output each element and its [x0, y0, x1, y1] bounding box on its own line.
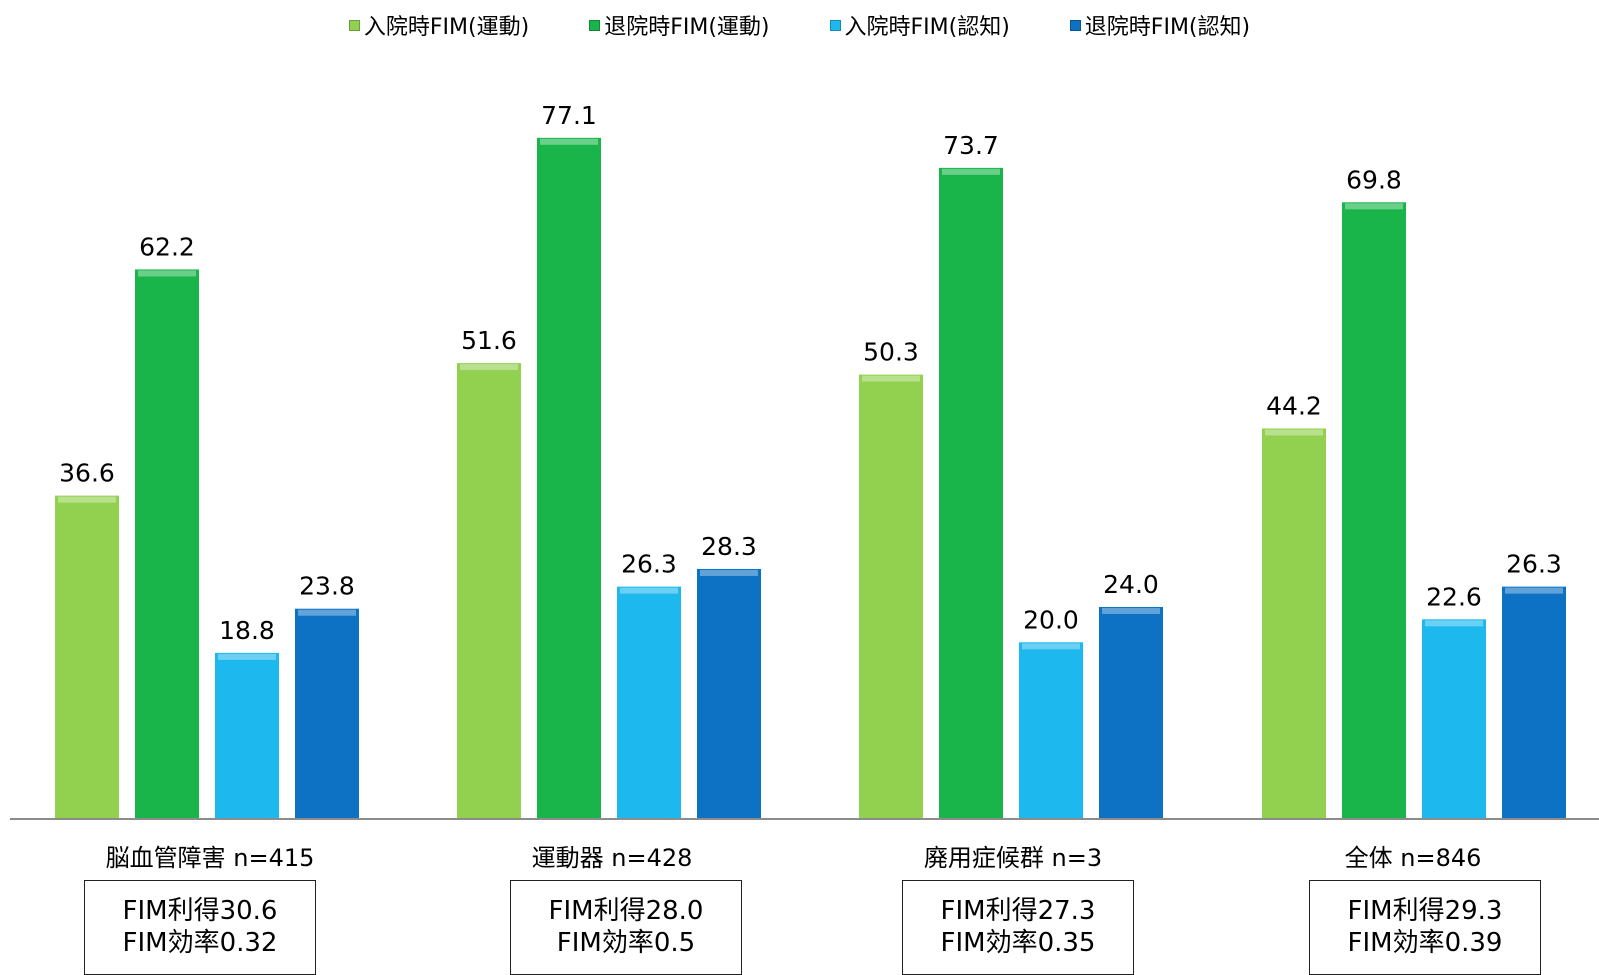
value-label-admission-cognitive-0: 18.8 [219, 616, 275, 645]
value-label-admission-motor-1: 51.6 [461, 326, 517, 355]
fim-efficiency-text: FIM効率0.39 [1347, 928, 1503, 958]
bar-bevel-discharge-cognitive-1 [700, 569, 758, 576]
fim-efficiency-text: FIM効率0.5 [556, 928, 696, 958]
bar-bevel-admission-motor-1 [460, 364, 518, 371]
fim-efficiency-text: FIM効率0.35 [940, 928, 1096, 958]
bar-discharge-cognitive-1 [697, 568, 761, 819]
bar-discharge-motor-1 [537, 137, 601, 819]
value-label-admission-cognitive-2: 20.0 [1023, 605, 1079, 634]
bar-bevel-discharge-cognitive-0 [298, 609, 356, 616]
bar-admission-cognitive-2 [1019, 642, 1083, 819]
fim-gain-text: FIM利得28.0 [548, 896, 704, 926]
bar-admission-cognitive-0 [215, 652, 279, 819]
fim-summary-box-disuse-syndrome: FIM利得27.3 FIM効率0.35 [902, 880, 1134, 975]
bar-discharge-cognitive-0 [295, 608, 359, 819]
bar-bevel-discharge-cognitive-3 [1505, 587, 1563, 594]
bar-bevel-admission-cognitive-3 [1425, 620, 1483, 627]
bar-bevel-discharge-motor-3 [1345, 203, 1403, 210]
bar-bevel-admission-cognitive-2 [1022, 643, 1080, 650]
fim-summary-box-musculoskeletal: FIM利得28.0 FIM効率0.5 [510, 880, 742, 975]
fim-gain-text: FIM利得30.6 [122, 896, 278, 926]
category-label-disuse-syndrome: 廃用症候群 n=3 [923, 844, 1103, 872]
value-label-admission-cognitive-1: 26.3 [621, 550, 677, 579]
bar-admission-cognitive-3 [1422, 619, 1486, 819]
legend-swatch-admission-cognitive [829, 19, 841, 31]
value-label-discharge-cognitive-3: 26.3 [1506, 550, 1562, 579]
value-label-discharge-cognitive-2: 24.0 [1103, 570, 1159, 599]
bar-bevel-admission-cognitive-0 [218, 653, 276, 660]
bar-bevel-admission-cognitive-1 [620, 587, 678, 594]
legend-item-discharge-motor: 退院時FIM(運動) [589, 8, 770, 42]
bars-layer [55, 137, 1566, 820]
fim-gain-text: FIM利得29.3 [1347, 896, 1503, 926]
fim-gain-text: FIM利得27.3 [940, 896, 1096, 926]
value-label-admission-motor-0: 36.6 [59, 459, 115, 488]
bar-discharge-cognitive-3 [1502, 586, 1566, 819]
value-label-discharge-cognitive-1: 28.3 [701, 532, 757, 561]
value-label-discharge-motor-3: 69.8 [1346, 165, 1402, 194]
fim-efficiency-text: FIM効率0.32 [122, 928, 278, 958]
legend-swatch-discharge-motor [589, 19, 601, 31]
legend-item-admission-cognitive: 入院時FIM(認知) [829, 8, 1010, 42]
bar-discharge-cognitive-2 [1099, 606, 1163, 819]
value-label-admission-motor-3: 44.2 [1266, 391, 1322, 420]
value-label-admission-cognitive-3: 22.6 [1426, 582, 1482, 611]
bar-discharge-motor-2 [939, 167, 1003, 820]
legend-item-discharge-cognitive: 退院時FIM(認知) [1069, 8, 1251, 42]
legend-label-discharge-motor: 退院時FIM(運動) [604, 15, 770, 40]
value-labels-layer: 36.6 51.6 50.3 44.2 62.2 77.1 73.7 69.8 18.8 26.3… [59, 101, 1562, 645]
legend-swatch-discharge-cognitive [1069, 19, 1081, 31]
value-label-discharge-motor-2: 73.7 [943, 131, 999, 160]
bar-bevel-discharge-motor-1 [540, 138, 598, 145]
legend-label-admission-motor: 入院時FIM(運動) [363, 15, 530, 40]
bar-bevel-admission-motor-0 [58, 496, 116, 503]
bar-admission-cognitive-1 [617, 586, 681, 819]
fim-summary-box-cerebrovascular: FIM利得30.6 FIM効率0.32 [84, 880, 316, 975]
chart-legend: 入院時FIM(運動) 退院時FIM(運動) 入院時FIM(認知) 退院時FIM(… [0, 8, 1599, 42]
value-label-discharge-motor-0: 62.2 [139, 232, 195, 261]
value-label-admission-motor-2: 50.3 [863, 338, 919, 367]
bar-bevel-discharge-motor-2 [942, 168, 1000, 175]
bar-discharge-motor-3 [1342, 202, 1406, 819]
bar-bevel-admission-motor-3 [1265, 429, 1323, 436]
bar-admission-motor-3 [1262, 428, 1326, 819]
legend-swatch-admission-motor [348, 19, 360, 31]
bar-admission-motor-1 [457, 363, 521, 819]
value-label-discharge-motor-1: 77.1 [541, 101, 597, 130]
legend-label-admission-cognitive: 入院時FIM(認知) [844, 15, 1010, 40]
bar-bevel-discharge-motor-0 [138, 270, 196, 277]
bar-discharge-motor-0 [135, 269, 199, 819]
category-label-overall: 全体 n=846 [1344, 844, 1482, 872]
bar-admission-motor-2 [859, 374, 923, 819]
category-label-cerebrovascular: 脳血管障害 n=415 [105, 844, 315, 872]
fim-summary-box-overall: FIM利得29.3 FIM効率0.39 [1309, 880, 1541, 975]
legend-label-discharge-cognitive: 退院時FIM(認知) [1084, 15, 1251, 40]
category-label-musculoskeletal: 運動器 n=428 [531, 844, 693, 872]
legend-item-admission-motor: 入院時FIM(運動) [348, 8, 530, 42]
value-label-discharge-cognitive-0: 23.8 [299, 572, 355, 601]
bar-bevel-discharge-cognitive-2 [1102, 607, 1160, 614]
bar-admission-motor-0 [55, 495, 119, 819]
bar-bevel-admission-motor-2 [862, 375, 920, 382]
